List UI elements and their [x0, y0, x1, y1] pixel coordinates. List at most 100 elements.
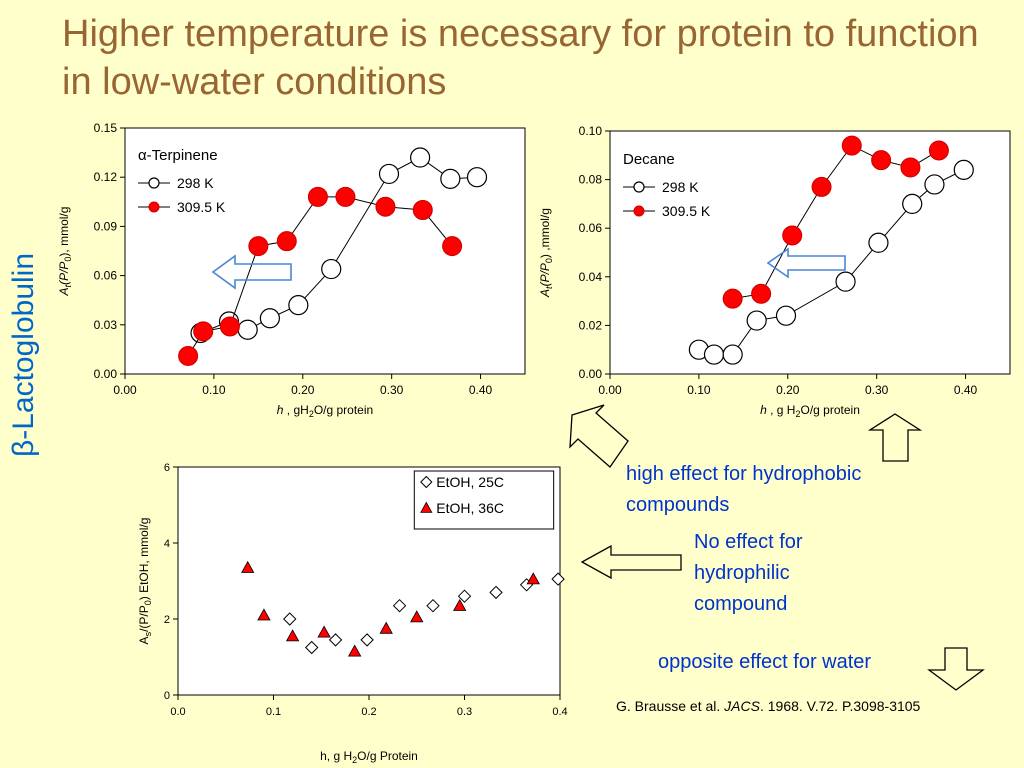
y-tick-label: 0.03 [94, 318, 118, 332]
data-point [378, 163, 400, 185]
y-tick-label: 0.04 [579, 270, 603, 284]
data-point [379, 621, 393, 634]
x-axis-label: h , g H2O/g protein [760, 403, 860, 419]
y-axis-label: As/(P/P0) EtOH, mmol/g [137, 518, 153, 645]
x-tick-label: 0.40 [954, 383, 978, 397]
arrow-pointing-to-chart-up-left [569, 404, 629, 468]
note-water: opposite effect for water [658, 651, 872, 673]
x-tick-label: 0.3 [457, 706, 472, 718]
y-tick-label: 0.02 [579, 318, 603, 332]
x-tick-label: 0.2 [361, 706, 376, 718]
x-tick-label: 0.00 [598, 383, 622, 397]
x-tick-label: 0.1 [266, 706, 281, 718]
left-arrow-blue-terpinene [211, 254, 292, 290]
y-tick-label: 6 [164, 462, 170, 474]
data-point [410, 610, 424, 623]
legend-marker [148, 177, 160, 189]
chart-terpinene: 0.00 0.10 0.20 0.30 0.40 0.00 0.03 0.06 0.09 0.12… [57, 121, 526, 419]
y-tick-label: 0.06 [579, 221, 603, 235]
x-tick-label: 0.10 [687, 383, 711, 397]
note-hydrophobic: high effect for hydrophobic compounds [626, 463, 862, 516]
y-tick-label: 0.00 [94, 367, 118, 381]
left-arrow-blue-decane [766, 247, 846, 279]
legend-marker [633, 205, 645, 217]
x-tick-label: 0.40 [469, 383, 493, 397]
legend-label: 298 K [662, 179, 699, 195]
y-tick-label: 0.09 [94, 219, 118, 233]
series-2 [722, 135, 949, 309]
legend-box [413, 470, 555, 530]
y-tick-label: 0 [164, 690, 170, 702]
y-axis-label: At(P/P0) ,mmol/g [538, 208, 554, 298]
data-point [811, 176, 832, 197]
x-axis-label: h , gH2O/g protein [277, 403, 373, 419]
data-point [412, 200, 433, 220]
chart-label: Decane [623, 151, 675, 168]
y-tick-label: 0.06 [94, 269, 118, 283]
data-point [440, 168, 461, 189]
data-point [457, 589, 472, 603]
x-tick-label: 0.20 [776, 383, 800, 397]
data-point [219, 316, 240, 337]
y-tick-label: 2 [164, 614, 170, 626]
legend-label: EtOH, 36C [436, 500, 504, 516]
data-point [902, 193, 923, 215]
y-tick-label: 0.08 [579, 173, 603, 187]
x-tick-label: 0.10 [202, 383, 226, 397]
x-tick-label: 0.30 [865, 383, 889, 397]
data-point [775, 305, 797, 326]
data-point [276, 231, 297, 252]
data-point [746, 310, 767, 331]
x-tick-label: 0.4 [552, 706, 567, 718]
data-point [248, 236, 269, 257]
plot-area [609, 130, 1011, 375]
citation-authors: G. Brausse et al. [616, 698, 725, 714]
left-arrow-outline [580, 544, 682, 580]
data-point [551, 572, 565, 586]
data-point [868, 232, 889, 253]
legend-label: EtOH, 25C [436, 474, 504, 490]
data-point [924, 174, 945, 195]
data-point [259, 308, 280, 329]
citation-journal: JACS [724, 698, 760, 714]
note-hydrophilic: No effect for hydrophilic compound [694, 531, 803, 615]
y-tick-label: 0.15 [94, 121, 118, 135]
data-point [288, 295, 309, 316]
data-point [193, 321, 214, 342]
data-point [375, 196, 396, 217]
data-point [442, 236, 463, 257]
data-point [328, 633, 343, 647]
data-point [426, 598, 440, 613]
data-point [841, 135, 862, 156]
chart-label: α-Terpinene [138, 147, 218, 164]
up-arrow-outline [867, 413, 923, 462]
data-point [335, 186, 356, 207]
data-point [410, 147, 431, 168]
series-1 [688, 159, 974, 365]
data-point [722, 344, 743, 365]
data-point [526, 572, 540, 585]
data-point [453, 598, 467, 611]
series-2 [178, 186, 463, 366]
series-1 [283, 572, 565, 655]
slide-title: Higher temperature is necessary for prot… [62, 13, 979, 103]
data-point [241, 560, 255, 573]
legend-marker [633, 181, 645, 193]
citation-details: . 1968. V.72. P.3098-3105 [759, 698, 921, 714]
data-point [321, 258, 342, 280]
data-point [285, 629, 300, 642]
x-tick-label: 0.00 [113, 383, 137, 397]
x-axis-label: h, g H2O/g Protein [320, 749, 418, 765]
data-point [392, 598, 407, 613]
data-point [307, 186, 328, 207]
series-line [187, 196, 453, 357]
legend-marker [420, 501, 433, 513]
data-point [257, 608, 271, 621]
data-point [360, 633, 374, 647]
data-point [782, 225, 803, 246]
x-tick-label: 0.20 [291, 383, 315, 397]
citation: G. Brausse et al. JACS. 1968. V.72. P.30… [616, 697, 1021, 715]
data-point [347, 644, 362, 657]
x-tick-label: 0.30 [380, 383, 404, 397]
